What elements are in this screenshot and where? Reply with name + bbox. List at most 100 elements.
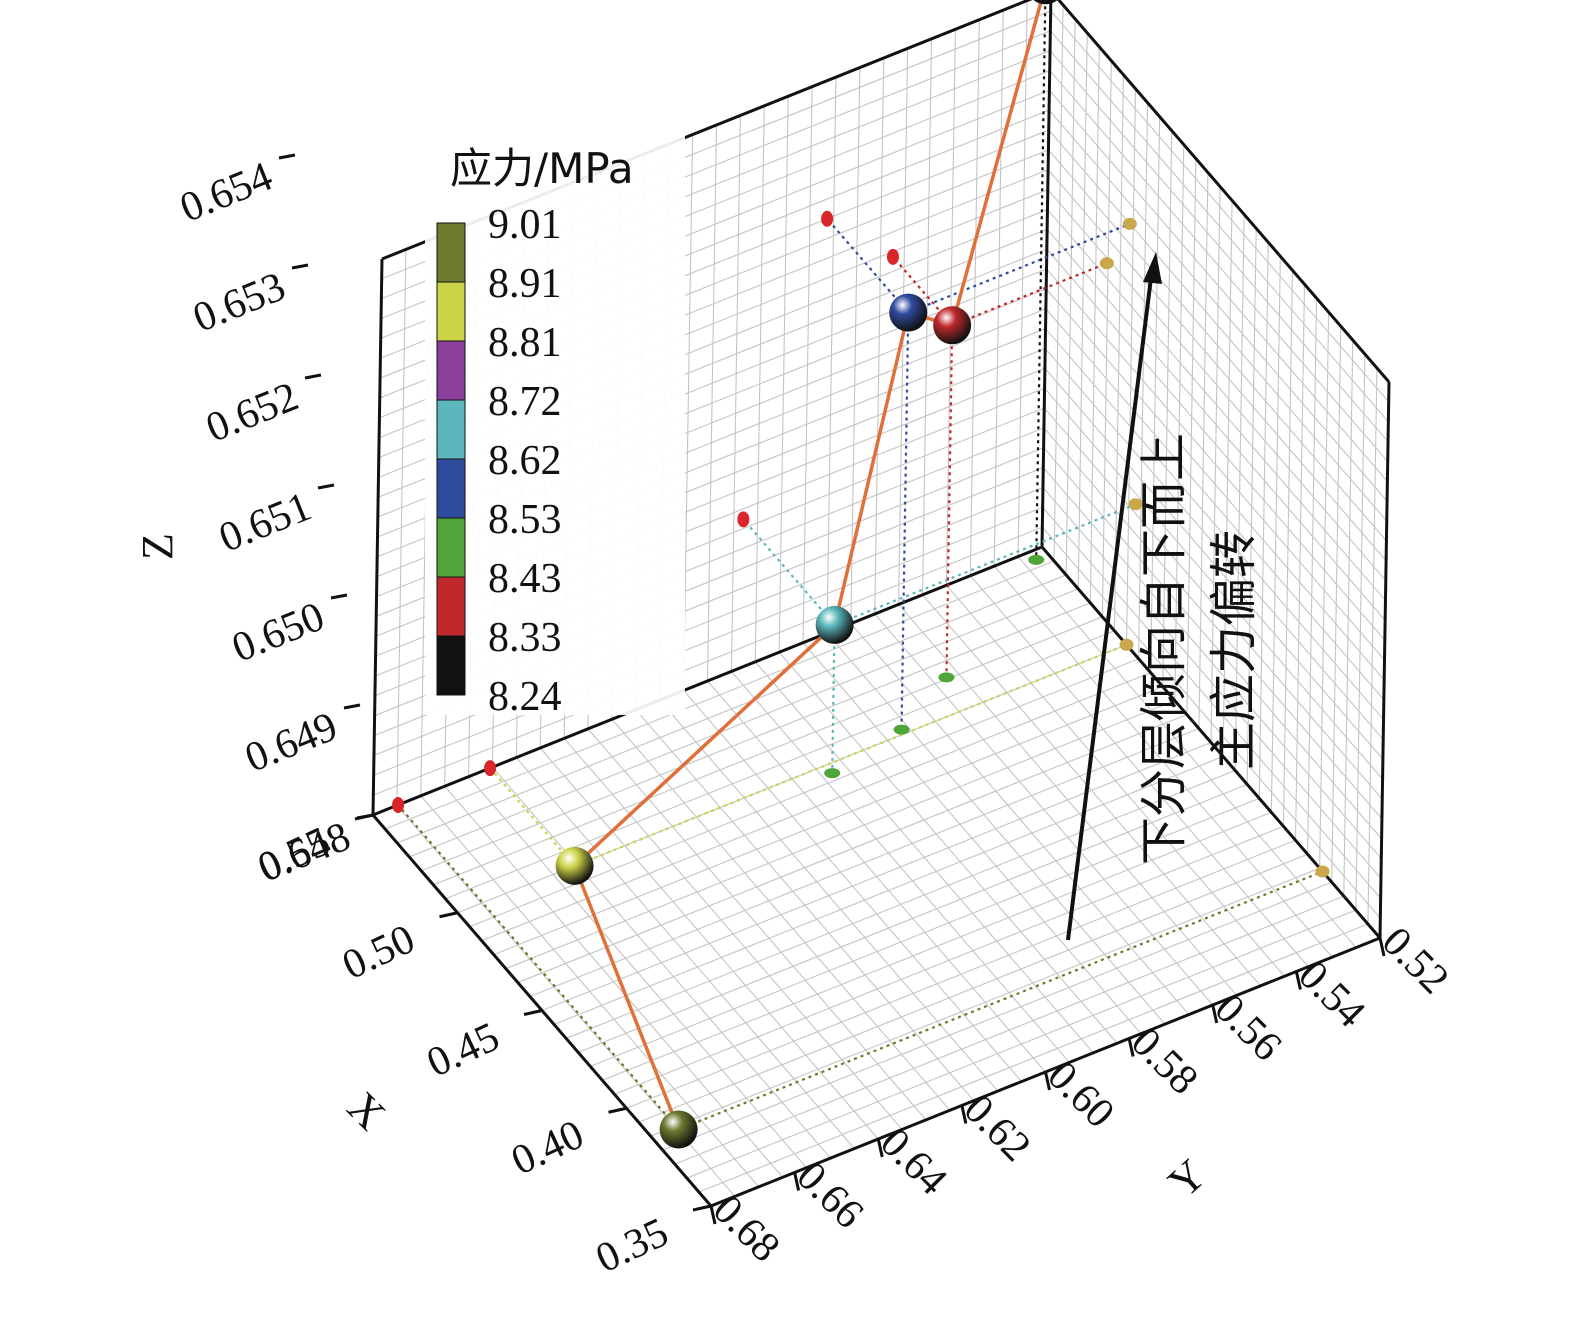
legend-level-label: 8.24 xyxy=(488,674,562,720)
side-wall-grid-line xyxy=(1048,149,1387,542)
side-wall-grid-line xyxy=(1046,268,1385,661)
floor-grid-line xyxy=(433,616,1103,886)
trajectory-segment xyxy=(573,623,836,868)
side-wall-projection-line xyxy=(834,503,1137,626)
floor-projection-marker xyxy=(893,724,910,735)
floor-projection-marker xyxy=(824,768,841,779)
side-wall-grid-line xyxy=(1046,228,1386,621)
floor-grid-line xyxy=(993,565,1333,958)
x-tick-label: 0.40 xyxy=(505,1112,591,1185)
floor-grid-line xyxy=(946,584,1285,977)
legend-swatch xyxy=(436,281,466,342)
back-wall-grid-line xyxy=(874,57,885,615)
floor-grid-line xyxy=(778,651,1118,1044)
back-wall-projection-marker xyxy=(821,210,834,227)
floor-grid-line xyxy=(445,630,1115,900)
point-layer xyxy=(555,0,1058,1149)
back-wall-grid-line xyxy=(850,67,861,624)
z-tick-label: 0.650 xyxy=(226,594,331,672)
z-tick-label: 0.654 xyxy=(174,154,279,232)
stress-point xyxy=(659,1110,698,1149)
back-wall-projection-line xyxy=(742,518,836,626)
legend-level-label: 8.62 xyxy=(488,438,562,484)
x-tick-label: 0.35 xyxy=(589,1209,675,1282)
side-wall-grid-line xyxy=(1048,129,1388,522)
back-wall-grid-line xyxy=(969,19,980,576)
rotation-annotation: 下分层倾向自下而上 主应力偏转 xyxy=(1066,252,1262,941)
side-wall-grid-line xyxy=(1089,46,1100,603)
y-tick-label: 0.60 xyxy=(1038,1053,1122,1137)
legend-swatch xyxy=(436,517,466,578)
side-wall-grid-line xyxy=(1077,32,1088,589)
floor-projection-line xyxy=(945,325,954,678)
z-tick-label-mark xyxy=(304,373,322,380)
floor-grid-line xyxy=(826,632,1166,1025)
y-tick-label-mark xyxy=(1378,937,1386,957)
stress-point xyxy=(889,293,928,332)
back-wall-grid-line xyxy=(826,77,837,634)
trajectory-segment xyxy=(950,0,1044,326)
legend-level-label: 8.43 xyxy=(488,556,562,602)
z-tick-label-mark xyxy=(278,153,296,160)
side-wall-projection-marker xyxy=(1119,638,1134,651)
legend-level-label: 8.81 xyxy=(488,320,562,366)
legend-swatch xyxy=(436,340,466,401)
floor-grid-line xyxy=(481,672,1151,942)
back-wall-grid-line xyxy=(754,105,765,662)
legend-level-label: 8.53 xyxy=(488,497,562,543)
legend-swatch xyxy=(436,399,466,460)
y-axis-title: Y xyxy=(1159,1150,1215,1208)
annotation-arrow xyxy=(1066,269,1154,941)
trajectory-segment xyxy=(572,865,681,1131)
floor-grid-line xyxy=(409,588,1079,858)
box-edge xyxy=(371,258,384,816)
y-tick-label: 0.54 xyxy=(1289,952,1373,1036)
side-wall-projection-line xyxy=(907,222,1131,314)
x-tick-label-mark xyxy=(439,911,458,919)
back-wall-grid-line xyxy=(730,115,741,672)
z-tick-label-mark xyxy=(330,593,348,600)
y-tick-label-mark xyxy=(1127,1038,1135,1057)
x-tick-label-mark xyxy=(608,1106,627,1114)
side-wall-projection-line xyxy=(574,643,1127,867)
x-tick-label: 0.50 xyxy=(336,916,422,989)
side-wall-grid-line xyxy=(1046,248,1386,641)
side-wall-grid-line xyxy=(1050,10,1390,403)
annotation-arrowhead xyxy=(1143,252,1162,284)
y-tick-label-mark xyxy=(1211,1004,1219,1024)
stress-point xyxy=(1033,0,1058,5)
legend-level-label: 8.72 xyxy=(488,379,562,425)
floor-projection-line xyxy=(1035,0,1047,560)
floor-grid-line xyxy=(898,604,1238,996)
floor-grid-line xyxy=(384,560,1055,830)
side-wall-grid-line xyxy=(1198,172,1209,729)
side-wall-projection-marker xyxy=(1315,865,1330,878)
x-tick-label: 0.45 xyxy=(420,1014,506,1087)
floor-projection-line xyxy=(831,624,836,774)
x-axis-title: X xyxy=(338,1082,395,1139)
legend-swatch xyxy=(436,635,466,696)
x-tick-label-mark xyxy=(523,1009,543,1016)
y-tick-label-mark xyxy=(876,1138,884,1158)
z-tick-label-mark xyxy=(356,813,374,820)
back-wall-projection-marker xyxy=(886,248,899,265)
floor-grid-line xyxy=(1017,556,1357,948)
z-tick-label: 0.653 xyxy=(187,264,292,342)
back-wall-grid-line xyxy=(802,86,813,643)
y-tick-label-mark xyxy=(793,1172,801,1191)
floor-grid-line xyxy=(969,575,1309,968)
floor-grid-line xyxy=(517,714,1188,984)
z-tick-label-mark xyxy=(317,483,335,490)
side-wall-grid-line xyxy=(1047,209,1386,601)
back-wall-projection-line xyxy=(489,767,576,867)
y-tick-label-mark xyxy=(1044,1071,1051,1091)
back-wall-projection-marker xyxy=(737,511,750,528)
trajectory-segment xyxy=(832,312,910,626)
side-wall-projection-marker xyxy=(1099,257,1114,270)
z-tick-label: 0.651 xyxy=(213,484,318,562)
side-wall-grid-line xyxy=(1048,109,1388,502)
side-wall-grid-line xyxy=(1048,89,1388,482)
z-axis-title: Z xyxy=(133,533,182,560)
floor-projection-marker xyxy=(1028,554,1045,565)
y-tick-label-mark xyxy=(1294,971,1302,990)
